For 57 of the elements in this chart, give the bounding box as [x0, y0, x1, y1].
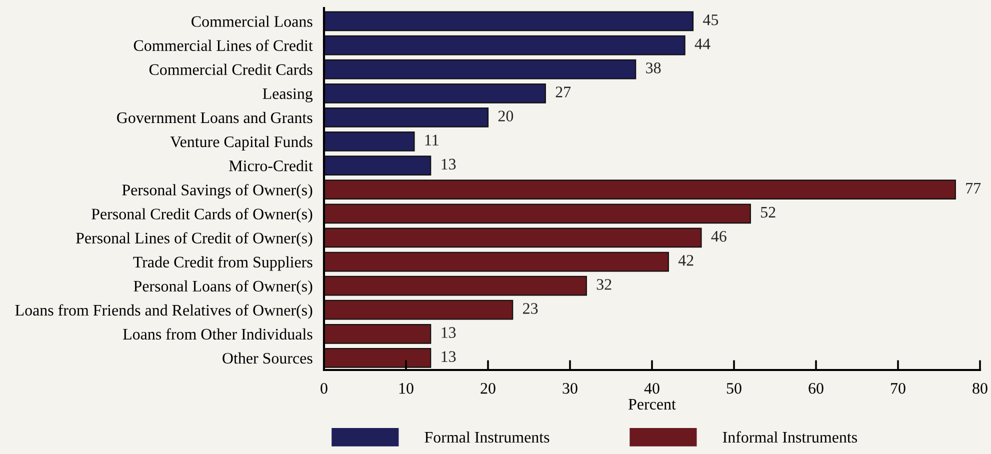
y-tick-label: Personal Lines of Credit of Owner(s): [76, 232, 312, 247]
y-tick-label: Personal Savings of Owner(s): [122, 184, 312, 199]
y-tick-label: Micro-Credit: [229, 160, 313, 172]
bar: [324, 83, 546, 104]
x-axis-title: Percent: [628, 399, 676, 410]
data-label: 11: [425, 134, 438, 146]
bar: [324, 156, 432, 176]
data-label: 13: [442, 327, 456, 338]
y-tick-label: Leasing: [262, 88, 313, 102]
data-label: 52: [761, 206, 776, 218]
data-label: 38: [646, 62, 661, 74]
y-tick-label: Commercial Lines of Credit: [134, 40, 313, 51]
bar: [324, 108, 489, 128]
legend-label: Informal Instruments: [722, 431, 858, 443]
y-tick-label: Personal Loans of Owner(s): [134, 280, 312, 295]
bar: [324, 204, 751, 224]
bar: [324, 348, 432, 368]
bar: [324, 132, 415, 152]
data-label: 23: [523, 303, 538, 314]
bar: [324, 324, 432, 344]
bar: [324, 252, 669, 272]
bar: [324, 276, 587, 296]
y-tick-label: Trade Credit from Suppliers: [133, 256, 312, 271]
bar: [324, 11, 694, 32]
x-tick-label: 30: [562, 382, 578, 394]
data-label: 20: [498, 110, 514, 122]
data-label: 32: [596, 279, 612, 290]
x-tick-label: 60: [808, 382, 824, 394]
x-tick-label: 50: [726, 382, 742, 394]
data-label: 77: [966, 182, 981, 194]
x-tick-label: 70: [891, 382, 906, 394]
x-tick-label: 20: [480, 382, 496, 394]
y-tick-label: Commercial Credit Cards: [149, 64, 312, 76]
y-tick-label: Government Loans and Grants: [117, 112, 312, 124]
bar: [324, 180, 956, 200]
bar: [324, 228, 702, 248]
data-label: 46: [711, 230, 726, 242]
legend-label: Formal Instruments: [424, 431, 550, 443]
bar: [324, 300, 514, 320]
y-tick-label: Loans from Friends and Relatives of Owner(s): [15, 304, 312, 319]
y-tick-label: Other Sources: [222, 352, 312, 364]
data-label: 13: [442, 351, 456, 362]
y-tick-label: Personal Credit Cards of Owner(s): [92, 208, 312, 223]
bar: [324, 35, 686, 56]
data-label: 27: [556, 86, 571, 98]
data-label: 45: [703, 14, 718, 26]
data-label: 44: [694, 38, 710, 50]
data-label: 42: [678, 255, 694, 266]
x-tick-label: 0: [320, 382, 328, 394]
bar: [324, 59, 636, 80]
data-label: 13: [442, 158, 456, 170]
x-tick-label: 10: [399, 382, 414, 394]
y-tick-label: Commercial Loans: [192, 16, 312, 27]
y-tick-label: Loans from Other Individuals: [123, 328, 312, 340]
x-tick-label: 40: [644, 382, 660, 394]
y-tick-label: Venture Capital Funds: [170, 136, 312, 150]
x-tick-label: 80: [972, 382, 988, 394]
